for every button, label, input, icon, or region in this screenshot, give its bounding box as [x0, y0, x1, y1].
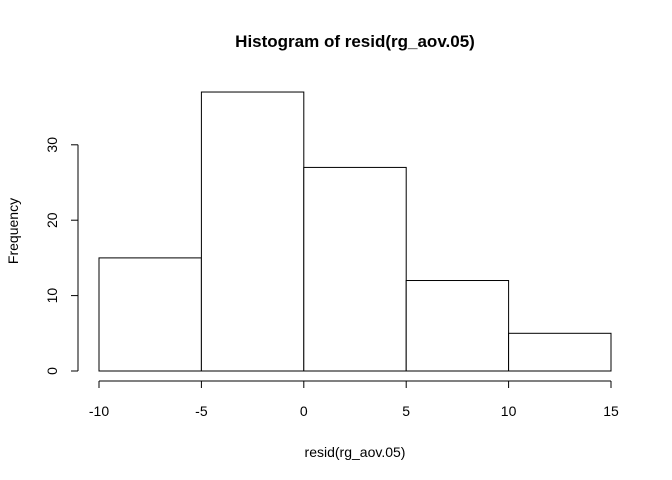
y-axis: 0 10 20 30: [44, 137, 79, 375]
x-tick-label: 5: [402, 403, 410, 419]
x-axis-label: resid(rg_aov.05): [305, 444, 406, 460]
histogram-bar-1: [98, 257, 202, 372]
x-tick-label: -5: [195, 403, 208, 419]
y-tick-label: 30: [44, 137, 60, 153]
histogram-bar-5: [508, 332, 612, 372]
x-tick-label: -10: [89, 403, 109, 419]
x-axis: -10 -5 0 5 10 15: [89, 380, 619, 419]
y-tick-label: 10: [44, 288, 60, 304]
y-tick-label: 20: [44, 212, 60, 228]
y-tick-label: 0: [44, 367, 60, 375]
chart-title: Histogram of resid(rg_aov.05): [235, 32, 475, 51]
x-tick-label: 0: [300, 403, 308, 419]
histogram-bar-4: [405, 280, 510, 372]
bars-layer: [98, 91, 612, 372]
x-tick-label: 10: [501, 403, 517, 419]
x-tick-label: 15: [603, 403, 619, 419]
histogram-bar-3: [303, 166, 407, 372]
y-axis-label: Frequency: [5, 198, 21, 264]
histogram-bar-2: [200, 91, 305, 372]
